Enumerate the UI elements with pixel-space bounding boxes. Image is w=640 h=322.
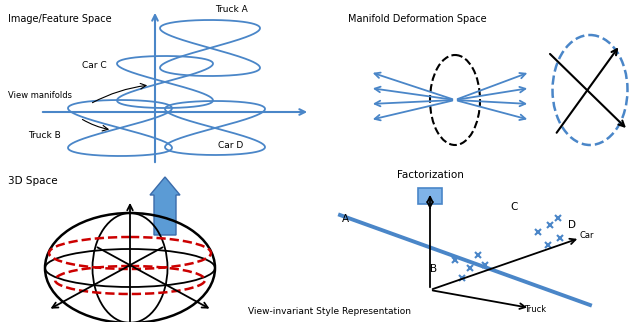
- FancyArrow shape: [150, 177, 180, 235]
- Text: View-invariant Style Representation: View-invariant Style Representation: [248, 307, 412, 316]
- Text: A: A: [342, 214, 349, 224]
- Text: Car: Car: [580, 231, 595, 240]
- Text: Truck A: Truck A: [215, 5, 248, 14]
- Text: Truck: Truck: [524, 305, 546, 314]
- Text: Truck B: Truck B: [28, 131, 61, 140]
- Text: View manifolds: View manifolds: [8, 91, 72, 100]
- Text: Factorization: Factorization: [397, 170, 463, 180]
- FancyBboxPatch shape: [418, 188, 442, 204]
- Text: Car C: Car C: [82, 61, 107, 70]
- Text: Manifold Deformation Space: Manifold Deformation Space: [348, 14, 486, 24]
- Text: Car D: Car D: [218, 141, 243, 150]
- Text: C: C: [510, 202, 517, 212]
- Text: D: D: [568, 220, 576, 230]
- Text: B: B: [430, 264, 437, 274]
- Text: Image/Feature Space: Image/Feature Space: [8, 14, 111, 24]
- Text: 3D Space: 3D Space: [8, 176, 58, 186]
